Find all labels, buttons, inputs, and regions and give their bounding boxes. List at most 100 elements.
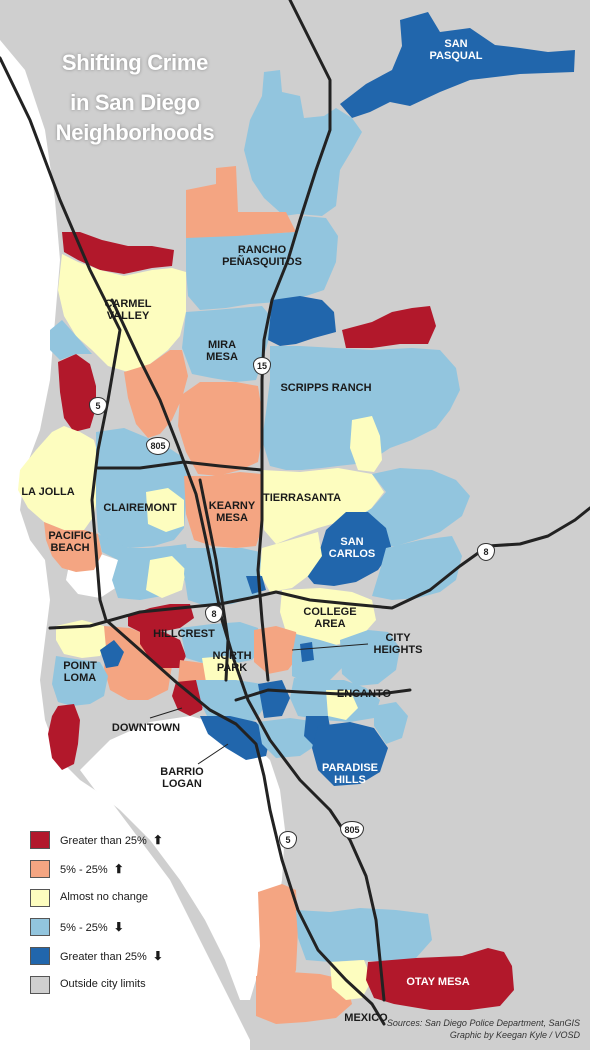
label-otay-mesa: OTAY MESA	[406, 976, 470, 988]
freeway-i5	[0, 56, 386, 1026]
legend-swatch	[30, 918, 50, 936]
legend-label-text: Greater than 25%	[60, 835, 147, 847]
interstate-shield-8-east: 8	[477, 543, 495, 561]
legend-swatch	[30, 976, 50, 994]
region-point-loma	[52, 656, 108, 706]
region-scripps-ranch	[262, 346, 460, 470]
region-mid-cream	[146, 556, 186, 598]
region-cream-east	[350, 416, 382, 472]
region-san-carlos	[304, 512, 392, 586]
region-la-jolla	[18, 426, 100, 530]
legend-label: Greater than 25% ⬇	[60, 949, 163, 963]
label-paradise-hills: PARADISE HILLS	[321, 762, 379, 786]
region-coast-red-1	[58, 354, 96, 432]
freeway-sr163	[198, 478, 230, 682]
interstate-shield-8-mid: 8	[205, 605, 223, 623]
region-north-park-left	[180, 622, 262, 664]
map-title-line-1: Shifting Crime	[61, 50, 209, 75]
legend-label-text: Outside city limits	[60, 978, 146, 990]
legend-label: Outside city limits	[60, 978, 146, 990]
legend-label: 5% - 25% ⬆	[60, 862, 124, 876]
san-diego-bay	[80, 716, 285, 1000]
region-tierrasanta	[262, 468, 384, 544]
region-downtown-blue	[196, 680, 266, 726]
arrow-down-icon: ⬇	[152, 949, 163, 963]
region-south-cream	[330, 960, 372, 1000]
region-mira-mesa	[182, 306, 272, 382]
region-san-pasqual	[340, 12, 575, 118]
region-point-loma-red	[48, 704, 80, 770]
region-clairemont-cream	[146, 488, 184, 532]
label-la-jolla: LA JOLLA	[21, 486, 75, 498]
interstate-shield-805-south: 805	[340, 821, 364, 839]
legend-swatch	[30, 860, 50, 878]
map-legend: Greater than 25% ⬆ 5% - 25% ⬆ Almost no chan…	[30, 828, 230, 1002]
legend-item: Greater than 25% ⬇	[30, 944, 230, 973]
legend-item: 5% - 25% ⬆	[30, 857, 230, 886]
interstate-shield-805-north: 805	[146, 437, 170, 455]
legend-swatch	[30, 889, 50, 907]
region-city-heights-dark	[300, 642, 314, 662]
map-title-line-2: in San Diego	[70, 90, 200, 115]
label-north-park: NORTH PARK	[212, 650, 252, 674]
legend-label: 5% - 25% ⬇	[60, 920, 124, 934]
leader-city-heights	[291, 643, 369, 651]
legend-label-text: Almost no change	[60, 891, 149, 903]
map-title-line-3: Neighborhoods	[55, 120, 215, 145]
label-point-loma: POINT LOMA	[63, 660, 97, 684]
region-rancho-penasquitos	[186, 216, 338, 310]
interstate-shield-5-south: 5	[279, 831, 297, 849]
region-northeast-blue	[268, 296, 336, 346]
legend-item: Greater than 25% ⬆	[30, 828, 230, 857]
region-east-blue-low	[340, 630, 400, 686]
legend-swatch	[30, 947, 50, 965]
freeway-network	[0, 0, 590, 1026]
region-coast-blue-1	[50, 320, 92, 360]
region-college-area	[280, 588, 376, 646]
legend-item: Almost no change	[30, 886, 230, 915]
region-logan-blue	[200, 716, 270, 760]
freeway-sr52	[96, 460, 264, 472]
arrow-up-icon: ⬆	[113, 862, 124, 876]
freeway-sr94	[234, 688, 412, 702]
label-tierrasanta: TIERRASANTA	[262, 492, 342, 504]
label-scripps-ranch: SCRIPPS RANCH	[280, 382, 372, 394]
legend-label-text: 5% - 25%	[60, 922, 108, 934]
credit-graphic: Graphic by Keegan Kyle / VOSD	[449, 1030, 580, 1040]
region-north-tail	[244, 70, 362, 216]
legend-item: 5% - 25% ⬇	[30, 915, 230, 944]
pacific-ocean	[0, 40, 250, 1050]
region-paradise-hills	[312, 722, 388, 786]
region-pacific-beach	[44, 522, 102, 572]
legend-label-text: Greater than 25%	[60, 951, 147, 963]
label-pacific-beach: PACIFIC BEACH	[48, 530, 92, 554]
region-south-edge-blue	[374, 702, 408, 744]
region-northeast-red	[342, 306, 436, 348]
label-barrio-logan: BARRIO LOGAN	[160, 766, 204, 790]
legend-label: Almost no change	[60, 891, 148, 903]
arrow-up-icon: ⬆	[152, 833, 163, 847]
region-mid-blue-a	[184, 548, 264, 606]
legend-label: Greater than 25% ⬆	[60, 833, 163, 847]
region-kearny-north	[178, 382, 262, 476]
region-point-loma-blue	[100, 640, 124, 668]
region-downtown-red	[172, 680, 206, 716]
label-city-heights: CITY HEIGHTS	[373, 632, 423, 656]
region-encanto-cream	[326, 690, 358, 720]
label-carmel-valley: CARMEL VALLEY	[104, 298, 152, 322]
interstate-shield-5-north: 5	[89, 397, 107, 415]
region-otay-mesa	[366, 948, 514, 1010]
label-hillcrest: HILLCREST	[153, 628, 215, 640]
region-torrey-red	[62, 232, 174, 274]
region-south-blue-mid	[258, 718, 318, 758]
region-south-salmon-bottom	[256, 972, 352, 1024]
interstate-shield-15: 15	[253, 357, 271, 375]
label-san-carlos: SAN CARLOS	[328, 536, 376, 560]
label-clairemont: CLAIREMONT	[103, 502, 177, 514]
label-mexico: MEXICO	[344, 1012, 388, 1024]
freeway-i8	[48, 506, 590, 630]
label-kearny-mesa: KEARNY MESA	[208, 500, 256, 524]
